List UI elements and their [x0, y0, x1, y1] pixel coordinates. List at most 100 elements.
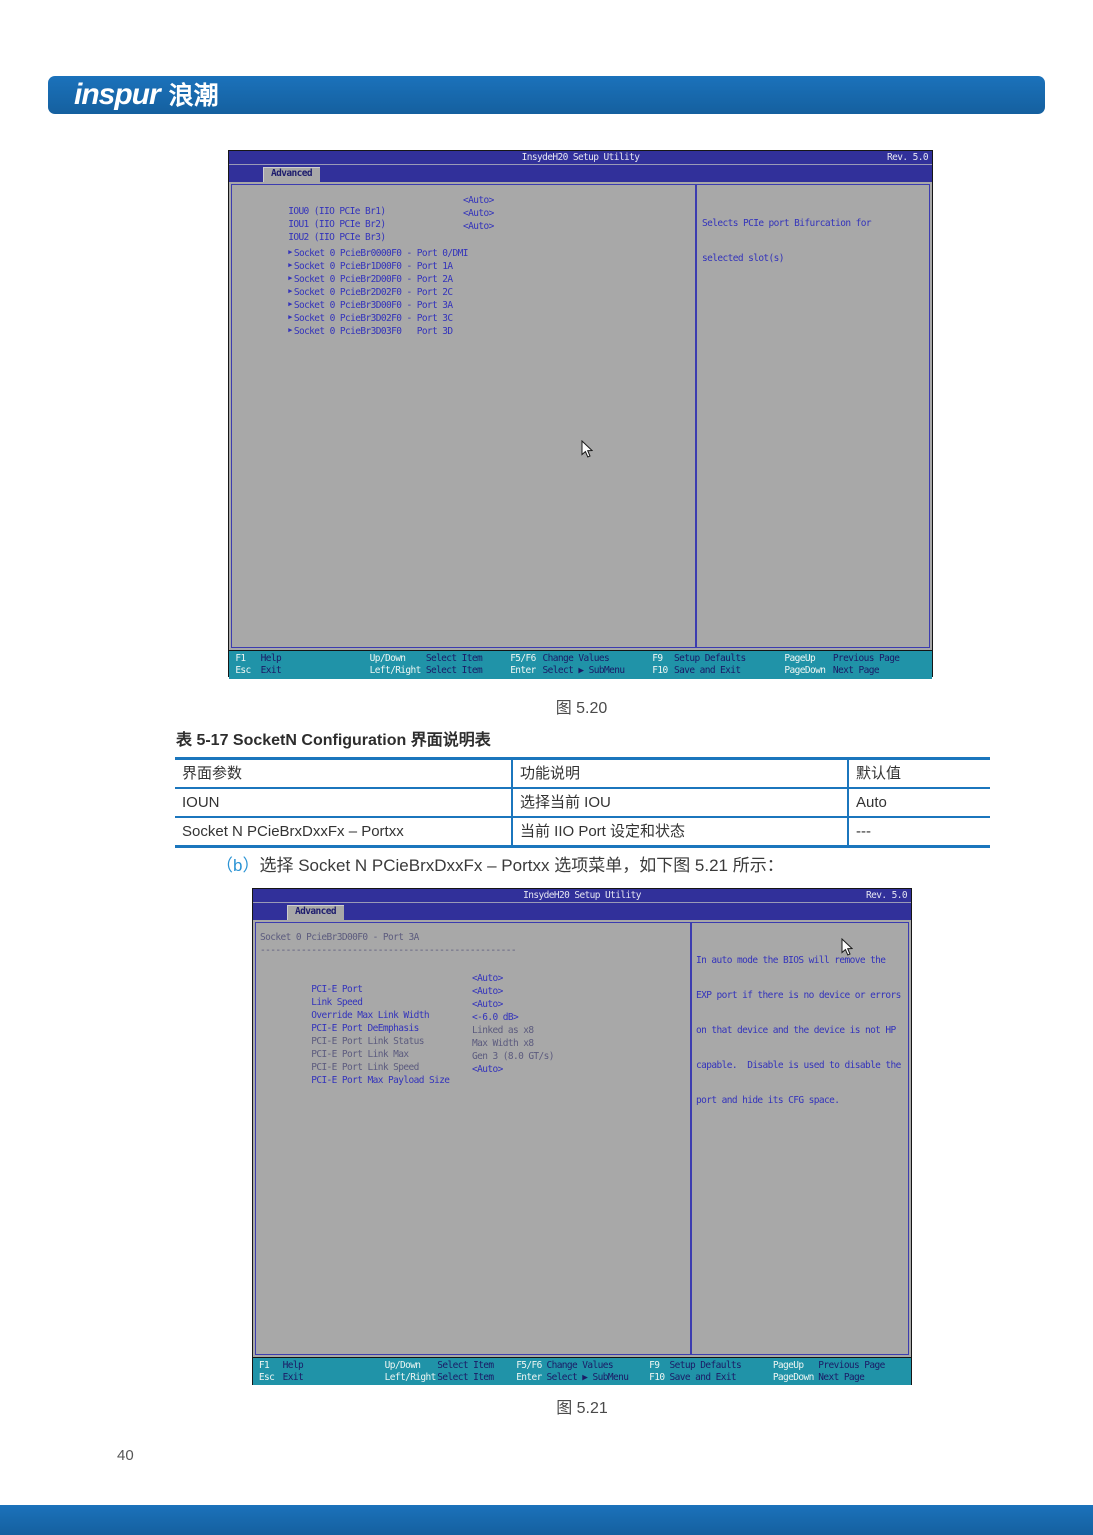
keybar-label: Select Item	[425, 665, 483, 676]
option-deemphasis[interactable]: PCI-E Port DeEmphasis <-6.0 dB>	[311, 1012, 519, 1034]
bios2-title-bar: InsydeH20 Setup Utility Rev. 5.0	[253, 889, 911, 902]
submenu-arrow-icon: ▶	[288, 274, 292, 282]
bios1-key-bar: F1 Help Up/Down Select Item F5/F6 Change…	[229, 650, 932, 679]
option-override-max-link-width[interactable]: Override Max Link Width <Auto>	[311, 999, 503, 1021]
submenu-arrow-icon: ▶	[288, 313, 292, 321]
table-header-cell: 功能说明	[511, 760, 847, 787]
option-value[interactable]: <Auto>	[472, 1064, 503, 1075]
bios2-help-panel: In auto mode the BIOS will remove the EX…	[690, 922, 909, 1355]
keybar-label: Help	[260, 653, 282, 664]
submenu-arrow-icon: ▶	[288, 261, 292, 269]
table-row: Socket N PCieBrxDxxFx – Portxx 当前 IIO Po…	[175, 816, 990, 845]
info-value: Gen 3 (8.0 GT/s)	[472, 1051, 555, 1062]
header-brand-bar: inspur 浪潮	[48, 76, 1045, 114]
logo-cjk: 浪潮	[168, 82, 219, 110]
keybar-key: F5/F6	[516, 1360, 542, 1371]
info-value: Max Width x8	[472, 1038, 534, 1049]
bios1-help-panel: Selects PCIe port Bifurcation for select…	[695, 184, 930, 648]
option-value[interactable]: <Auto>	[463, 208, 494, 219]
tab-advanced[interactable]: Advanced	[287, 905, 344, 920]
bios2-revision: Rev. 5.0	[866, 890, 908, 901]
menu-item-iou2[interactable]: IOU2 (IIO PCIe Br3) <Auto>	[288, 221, 494, 243]
submenu-item[interactable]: ▶ Socket 0 PcieBr2D02F0 - Port 2C	[288, 287, 453, 298]
figure-caption-5-20: 图 5.20	[555, 700, 608, 717]
option-value[interactable]: <Auto>	[472, 986, 503, 997]
keybar-label: Setup Defaults	[673, 653, 746, 664]
description-table: 界面参数 功能说明 默认值 IOUN 选择当前 IOU Auto Socket …	[175, 757, 990, 848]
submenu-arrow-icon: ▶	[288, 326, 292, 334]
option-value[interactable]: <Auto>	[472, 973, 503, 984]
keybar-key: Esc	[235, 665, 251, 676]
bios1-help-text: Selects PCIe port Bifurcation for select…	[702, 218, 872, 264]
info-value: Linked as x8	[472, 1025, 534, 1036]
table-title: 表 5-17 SocketN Configuration 界面说明表	[176, 732, 491, 749]
bios-screenshot-2: InsydeH20 Setup Utility Rev. 5.0 Advance…	[252, 888, 912, 1385]
submenu-item[interactable]: ▶ Socket 0 PcieBr2D00F0 - Port 2A	[288, 274, 453, 285]
keybar-key: Enter	[510, 665, 536, 676]
info-link-status: PCI-E Port Link Status Linked as x8	[311, 1025, 534, 1047]
page-number: 40	[117, 1447, 134, 1464]
option-value[interactable]: <-6.0 dB>	[472, 1012, 519, 1023]
keybar-label: Select ▶ SubMenu	[546, 1372, 629, 1383]
keybar-key: Esc	[258, 1372, 275, 1383]
option-pcie-port[interactable]: PCI-E Port <Auto>	[311, 973, 503, 995]
keybar-label: Save and Exit	[673, 665, 741, 676]
step-instruction: （b）选择 Socket N PCieBrxDxxFx – Portxx 选项菜…	[216, 851, 784, 876]
submenu-header: Socket 0 PcieBr3D00F0 - Port 3A	[260, 932, 419, 943]
bios2-body: Socket 0 PcieBr3D00F0 - Port 3A --------…	[253, 920, 911, 1357]
keybar-label: Previous Page	[818, 1360, 885, 1371]
menu-item-iou1[interactable]: IOU1 (IIO PCIe Br2) <Auto>	[288, 208, 494, 230]
keybar-label: Setup Defaults	[669, 1360, 742, 1371]
tab-advanced[interactable]: Advanced	[263, 167, 320, 182]
mouse-cursor	[841, 938, 853, 956]
keybar-label: Exit	[282, 1372, 304, 1383]
menu-item-iou0[interactable]: IOU0 (IIO PCIe Br1) <Auto>	[288, 195, 494, 217]
table-cell: 选择当前 IOU	[511, 789, 847, 816]
keybar-label: Select Item	[437, 1360, 494, 1371]
keybar-key: Enter	[516, 1372, 542, 1383]
keybar-key: F9	[649, 1360, 660, 1371]
keybar-label: Select ▶ SubMenu	[542, 665, 626, 676]
submenu-item[interactable]: ▶ Socket 0 PcieBr3D00F0 - Port 3A	[288, 300, 453, 311]
submenu-arrow-icon: ▶	[288, 287, 292, 295]
keybar-label: Select Item	[425, 653, 483, 664]
info-link-speed: PCI-E Port Link Speed Gen 3 (8.0 GT/s)	[311, 1051, 555, 1073]
table-header-row: 界面参数 功能说明 默认值	[175, 760, 990, 787]
submenu-item[interactable]: ▶ Socket 0 PcieBr0000F0 - Port 0/DMI	[288, 248, 468, 259]
keybar-key: Up/Down	[384, 1360, 421, 1371]
bios2-title: InsydeH20 Setup Utility	[523, 890, 641, 901]
bios1-tab-strip: Advanced	[229, 164, 932, 182]
option-value[interactable]: <Auto>	[463, 221, 494, 232]
keybar-label: Exit	[260, 665, 282, 676]
keybar-key: F9	[652, 653, 663, 664]
option-value[interactable]: <Auto>	[472, 999, 503, 1010]
keybar-label: Select Item	[437, 1372, 494, 1383]
figure-caption-5-21: 图 5.21	[556, 1400, 608, 1417]
table-cell: Auto	[847, 789, 990, 816]
keybar-key: F1	[235, 653, 246, 664]
submenu-item[interactable]: ▶ Socket 0 PcieBr1D00F0 - Port 1A	[288, 261, 453, 272]
keybar-key: PageDown	[772, 1372, 815, 1383]
bios1-revision: Rev. 5.0	[887, 152, 929, 163]
keybar-label: Save and Exit	[669, 1372, 737, 1383]
keybar-label: Change Values	[542, 653, 610, 664]
inspur-logo: inspur 浪潮	[74, 78, 219, 113]
keybar-label: Change Values	[546, 1360, 614, 1371]
bios1-title: InsydeH20 Setup Utility	[521, 152, 640, 163]
table-header-cell: 默认值	[847, 760, 990, 787]
bios2-tab-strip: Advanced	[253, 902, 911, 920]
option-link-speed[interactable]: Link Speed <Auto>	[311, 986, 503, 1008]
submenu-arrow-icon: ▶	[288, 300, 292, 308]
info-link-max: PCI-E Port Link Max Max Width x8	[311, 1038, 534, 1060]
step-prefix: （b）	[216, 856, 260, 875]
table-cell: Socket N PCieBrxDxxFx – Portxx	[182, 823, 404, 840]
submenu-item[interactable]: ▶ Socket 0 PcieBr3D02F0 - Port 3C	[288, 313, 453, 324]
separator-line: ----------------------------------------…	[260, 945, 517, 956]
bios2-menu-panel: Socket 0 PcieBr3D00F0 - Port 3A --------…	[255, 922, 692, 1355]
table-row: IOUN 选择当前 IOU Auto	[175, 787, 990, 816]
bios-screenshot-1: InsydeH20 Setup Utility Rev. 5.0 Advance…	[228, 150, 933, 679]
keybar-key: Left/Right	[384, 1372, 437, 1383]
option-max-payload-size[interactable]: PCI-E Port Max Payload Size <Auto>	[311, 1064, 503, 1086]
option-value[interactable]: <Auto>	[463, 195, 494, 206]
submenu-item[interactable]: ▶ Socket 0 PcieBr3D03F0 Port 3D	[288, 326, 453, 337]
